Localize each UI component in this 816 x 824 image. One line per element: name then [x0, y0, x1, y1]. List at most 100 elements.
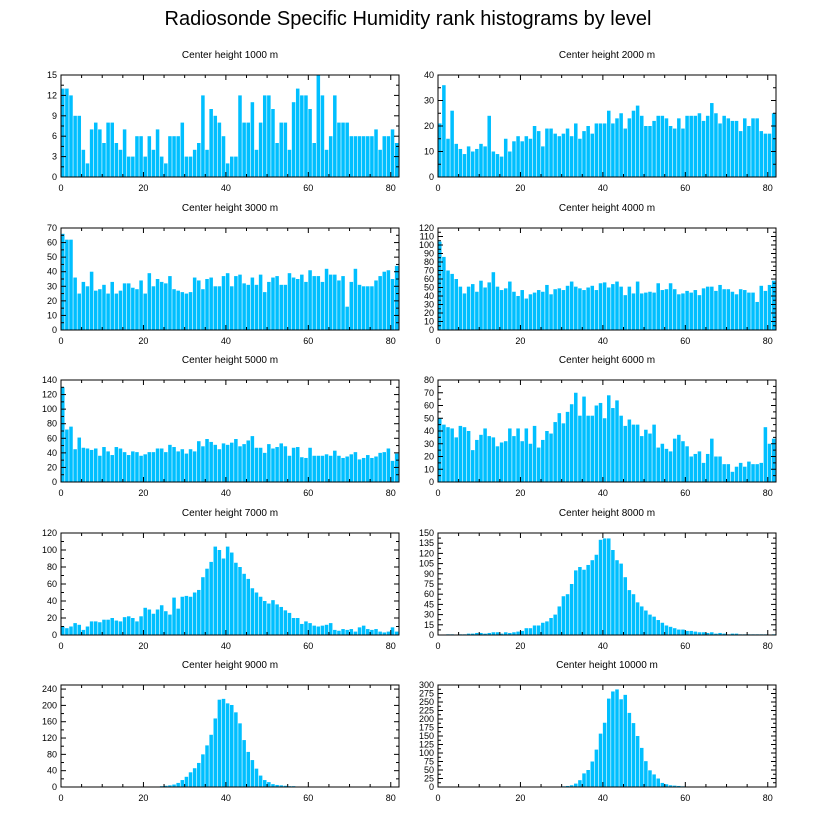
- bar: [283, 785, 288, 787]
- y-tick-label: 30: [424, 300, 434, 310]
- bar: [499, 290, 504, 330]
- bar: [656, 447, 660, 482]
- bar: [366, 136, 370, 177]
- bar: [714, 633, 718, 635]
- bar: [357, 627, 362, 635]
- bar: [693, 631, 698, 635]
- bar: [230, 156, 234, 177]
- bar: [470, 151, 475, 177]
- bar: [213, 444, 218, 482]
- bar: [462, 427, 467, 482]
- bar: [479, 280, 483, 330]
- bar: [308, 270, 312, 330]
- bar: [759, 462, 764, 483]
- bar: [578, 138, 582, 177]
- bar: [85, 163, 90, 177]
- bar: [93, 290, 98, 330]
- bar: [102, 619, 106, 635]
- bar: [258, 274, 263, 330]
- bar: [656, 620, 660, 635]
- bar: [479, 434, 483, 482]
- y-tick-label: 20: [47, 462, 57, 472]
- bar: [755, 301, 759, 330]
- bar: [168, 614, 172, 635]
- bar: [164, 611, 168, 635]
- y-tick-label: 40: [47, 267, 57, 277]
- bar: [619, 563, 623, 635]
- bar: [536, 447, 541, 482]
- bar: [664, 448, 669, 482]
- x-tick-label: 80: [763, 183, 773, 193]
- x-tick-label: 40: [598, 793, 608, 803]
- bar: [532, 425, 537, 482]
- x-tick-label: 80: [386, 793, 396, 803]
- bar: [611, 550, 615, 635]
- bar: [565, 128, 570, 177]
- x-tick-label: 80: [386, 641, 396, 651]
- y-tick-label: 240: [42, 684, 57, 694]
- bar: [672, 438, 677, 482]
- bar: [541, 622, 545, 635]
- bar: [483, 287, 487, 330]
- bar: [697, 295, 702, 330]
- bar: [287, 612, 292, 635]
- bar: [81, 629, 86, 635]
- bar: [574, 123, 578, 177]
- bar: [188, 292, 193, 330]
- bar: [466, 286, 471, 330]
- bar: [250, 102, 255, 177]
- bar: [77, 115, 82, 177]
- bar: [192, 592, 197, 635]
- bar: [681, 128, 685, 177]
- bar: [159, 605, 164, 635]
- bar: [201, 446, 205, 482]
- bar: [291, 618, 296, 635]
- bar: [541, 291, 545, 330]
- bar: [639, 293, 644, 330]
- bar: [81, 149, 86, 177]
- y-tick-label: 0: [429, 477, 434, 487]
- bar: [151, 613, 156, 635]
- bar: [491, 437, 496, 483]
- y-tick-label: 200: [419, 714, 434, 724]
- y-tick-label: 90: [424, 249, 434, 259]
- bar: [242, 573, 246, 635]
- x-tick-label: 80: [386, 183, 396, 193]
- bar: [594, 554, 599, 635]
- bar: [238, 274, 242, 330]
- bar: [192, 768, 197, 787]
- bar: [201, 95, 205, 177]
- bar: [147, 452, 152, 482]
- bar: [159, 156, 164, 177]
- y-tick-label: 40: [424, 291, 434, 301]
- bar: [479, 632, 483, 635]
- bar: [217, 550, 222, 635]
- bar: [590, 415, 595, 482]
- bar: [378, 276, 382, 330]
- bar: [594, 123, 599, 177]
- bar: [520, 141, 524, 177]
- bar: [98, 622, 102, 635]
- bar: [304, 457, 308, 482]
- bar: [681, 629, 685, 635]
- bar: [374, 456, 378, 482]
- bar: [139, 616, 143, 635]
- bar: [743, 466, 747, 482]
- panel-title: Center height 9000 m: [182, 660, 278, 671]
- bar: [221, 443, 226, 482]
- bar: [722, 115, 726, 177]
- bar: [242, 283, 246, 330]
- bar: [110, 122, 114, 177]
- bar: [209, 277, 213, 330]
- bar: [225, 273, 230, 330]
- bar: [623, 295, 628, 330]
- bar: [337, 630, 341, 635]
- bar: [291, 277, 296, 330]
- bar: [258, 775, 263, 787]
- bar: [85, 286, 90, 330]
- y-tick-label: 250: [419, 697, 434, 707]
- bar: [250, 277, 255, 330]
- bar: [664, 289, 669, 330]
- bar: [176, 136, 180, 177]
- bar: [738, 131, 743, 177]
